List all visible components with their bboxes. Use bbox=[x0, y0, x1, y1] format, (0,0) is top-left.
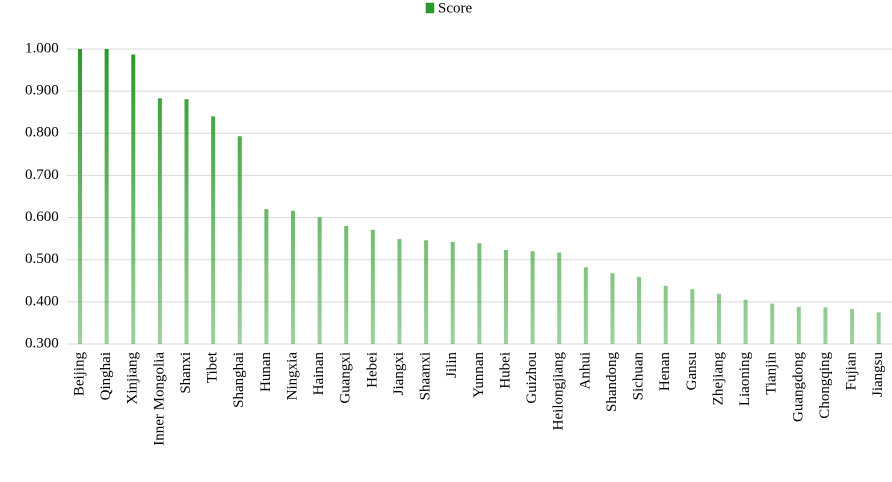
x-tick-label: Hebei bbox=[364, 352, 380, 388]
x-tick-label: Heilongjiang bbox=[551, 352, 567, 431]
x-tick-label: Beijing bbox=[71, 352, 87, 397]
x-tick-label: Henan bbox=[657, 352, 673, 392]
bar bbox=[557, 252, 562, 344]
bar bbox=[743, 299, 748, 344]
x-tick-label: Shandong bbox=[604, 352, 620, 413]
x-tick-label: Shanghai bbox=[231, 352, 247, 408]
x-tick-label: Zhejiang bbox=[710, 352, 726, 406]
bar bbox=[690, 289, 695, 344]
legend-swatch bbox=[425, 2, 435, 14]
x-tick-label: Guangxi bbox=[338, 352, 354, 404]
x-tick-label: Anhui bbox=[577, 352, 593, 390]
bar bbox=[583, 267, 588, 344]
bar bbox=[450, 242, 455, 344]
x-tick-label: Hunan bbox=[258, 352, 274, 392]
x-tick-label: Gansu bbox=[684, 352, 700, 391]
x-tick-label: Qinghai bbox=[98, 352, 114, 400]
y-tick-label: 0.700 bbox=[25, 167, 59, 183]
bar bbox=[290, 210, 295, 344]
bar bbox=[397, 239, 402, 344]
legend-label: Score bbox=[438, 0, 472, 16]
bar bbox=[264, 209, 269, 344]
bar bbox=[770, 303, 775, 344]
y-tick-label: 0.600 bbox=[25, 209, 59, 225]
x-tick-label: Xinjiang bbox=[125, 352, 141, 405]
x-tick-label: Jiangxi bbox=[391, 352, 407, 395]
x-tick-label: Inner Mongolia bbox=[151, 352, 167, 446]
x-tick-label: Yunnan bbox=[471, 352, 487, 398]
bar bbox=[184, 99, 189, 345]
bar bbox=[424, 240, 429, 344]
bar bbox=[610, 273, 615, 344]
bar bbox=[131, 54, 136, 344]
bar bbox=[370, 229, 375, 344]
bar bbox=[104, 49, 109, 344]
bar bbox=[78, 49, 83, 344]
y-tick-label: 0.500 bbox=[25, 251, 59, 267]
bar bbox=[663, 285, 668, 344]
bar bbox=[237, 136, 242, 344]
bar bbox=[157, 98, 162, 344]
bar bbox=[503, 250, 508, 344]
y-tick-label: 0.400 bbox=[25, 293, 59, 309]
y-tick-label: 0.900 bbox=[25, 83, 59, 99]
x-tick-label: Hubei bbox=[497, 352, 513, 389]
x-tick-label: Guizhou bbox=[524, 352, 540, 404]
bar bbox=[211, 116, 216, 344]
bar bbox=[344, 226, 349, 344]
x-tick-label: Jilin bbox=[444, 352, 460, 378]
bar bbox=[823, 307, 828, 344]
bar bbox=[530, 251, 535, 344]
x-tick-label: Ningxia bbox=[284, 352, 300, 401]
bar bbox=[477, 243, 482, 344]
y-tick-label: 1.000 bbox=[25, 40, 59, 56]
bar bbox=[876, 312, 881, 344]
x-tick-label: Hainan bbox=[311, 352, 327, 396]
x-tick-label: Liaoning bbox=[737, 352, 753, 407]
y-tick-label: 0.800 bbox=[25, 125, 59, 141]
x-tick-label: Fujian bbox=[844, 352, 860, 391]
x-tick-label: Guangdong bbox=[790, 352, 806, 422]
bar bbox=[317, 217, 322, 344]
x-tick-label: Shaanxi bbox=[418, 352, 434, 400]
bar bbox=[716, 293, 721, 344]
y-tick-label: 0.300 bbox=[25, 335, 59, 351]
bar bbox=[850, 309, 855, 344]
x-tick-label: Jiangsu bbox=[870, 352, 886, 398]
x-tick-label: Sichuan bbox=[631, 352, 647, 401]
x-tick-label: Tianjin bbox=[764, 352, 780, 395]
bar bbox=[796, 306, 801, 344]
x-tick-label: Shanxi bbox=[178, 352, 194, 394]
bar bbox=[637, 276, 642, 344]
x-tick-label: Tibet bbox=[205, 351, 221, 383]
x-tick-label: Chongqing bbox=[817, 352, 833, 419]
